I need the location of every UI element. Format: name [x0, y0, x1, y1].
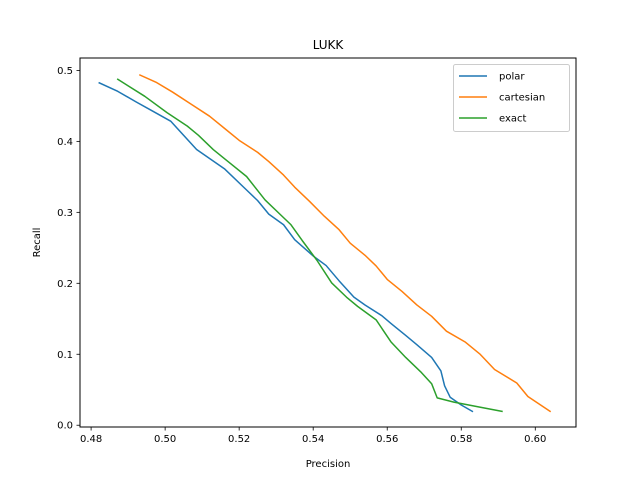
- y-tick-label: 0.0: [57, 421, 73, 432]
- x-tick-label: 0.58: [450, 434, 472, 445]
- y-axis-label: Recall: [32, 228, 43, 258]
- x-tick-label: 0.54: [302, 434, 324, 445]
- legend: polar cartesian exact: [453, 64, 570, 132]
- y-tick-label: 0.4: [57, 137, 73, 148]
- x-tick-label: 0.50: [154, 434, 176, 445]
- x-tick-label: 0.60: [524, 434, 546, 445]
- legend-label-polar: polar: [499, 72, 525, 83]
- x-tick-label: 0.52: [228, 434, 250, 445]
- y-tick-label: 0.3: [57, 208, 73, 219]
- y-axis-ticks: 0.0 0.1 0.2 0.3 0.4 0.5: [57, 66, 80, 432]
- series-line-exact: [116, 78, 503, 413]
- x-tick-label: 0.48: [80, 434, 102, 445]
- series-line-cartesian: [138, 74, 552, 413]
- legend-label-exact: exact: [499, 114, 527, 125]
- chart-title: LUKK: [313, 38, 345, 52]
- plot-frame: [79, 57, 577, 428]
- series-layer: [98, 74, 552, 413]
- y-tick-label: 0.2: [57, 279, 73, 290]
- x-axis-label: Precision: [306, 459, 351, 470]
- x-tick-label: 0.56: [376, 434, 398, 445]
- y-tick-label: 0.1: [57, 350, 73, 361]
- legend-label-cartesian: cartesian: [499, 93, 545, 104]
- series-line-polar: [98, 81, 474, 413]
- axes-layer: [79, 57, 577, 428]
- x-axis-ticks: 0.48 0.50 0.52 0.54 0.56 0.58 0.60: [80, 427, 546, 445]
- y-tick-label: 0.5: [57, 66, 73, 77]
- legend-frame: [453, 64, 570, 132]
